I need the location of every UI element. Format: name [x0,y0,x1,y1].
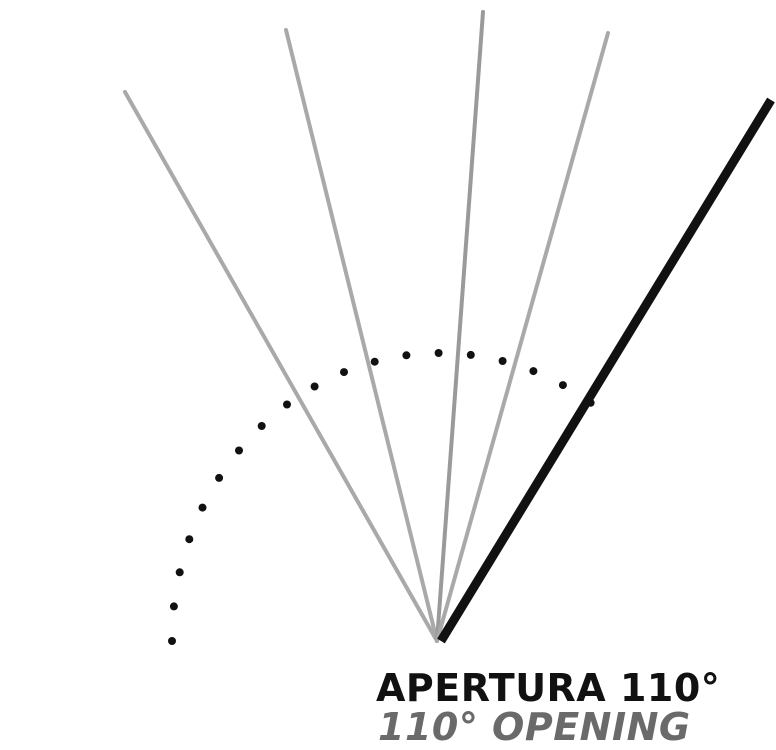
arc-dot-10 [340,368,348,377]
door-position-2 [284,28,439,643]
arc-dot-1 [169,602,178,611]
door-position-final [437,97,775,644]
arc-dot-5 [215,473,224,482]
arc-dot-17 [558,381,567,390]
arc-dot-16 [529,367,538,376]
caption-secondary: 110° OPENING [378,705,691,749]
arc-dot-4 [198,503,207,512]
arc-dot-8 [283,400,291,409]
arc-dot-0 [168,637,176,645]
caption-primary: APERTURA 110° [376,666,721,710]
arc-dot-15 [498,357,507,365]
arc-dot-14 [466,350,475,359]
arc-dot-6 [235,446,243,455]
arc-dot-3 [185,535,194,544]
arc-dot-9 [310,382,319,391]
arc-dot-11 [370,357,379,366]
door-position-1 [123,90,439,643]
door-position-4 [435,31,610,643]
arc-dot-12 [402,351,411,360]
opening-arc [168,349,595,645]
arc-dot-7 [257,422,266,430]
arc-dot-13 [434,349,443,357]
arc-dot-2 [175,568,184,577]
door-position-3 [435,10,485,643]
